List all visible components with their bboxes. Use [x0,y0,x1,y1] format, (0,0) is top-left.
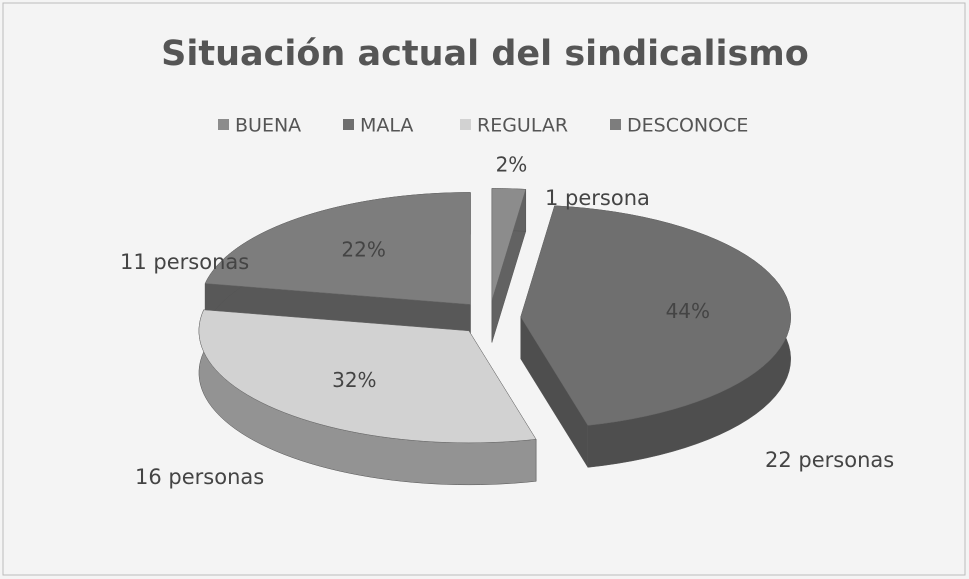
legend-swatch [218,119,229,130]
legend-label: REGULAR [477,115,568,137]
chart-title: Situación actual del sindicalismo [161,34,809,74]
legend-swatch [460,119,471,130]
legend-swatch [343,119,354,130]
slice [520,205,791,426]
annotation: 1 persona [545,186,650,210]
slice [198,309,537,444]
value-label: 2% [496,152,528,176]
value-label: 44% [666,299,710,323]
legend-label: DESCONOCE [627,115,748,137]
slice [491,188,527,301]
value-label: 32% [332,368,376,392]
slice [204,192,471,305]
annotation: 16 personas [135,465,265,489]
legend-swatch [610,119,621,130]
legend-label: MALA [360,115,413,137]
annotation: 11 personas [120,250,250,274]
annotation: 22 personas [765,448,895,472]
value-label: 22% [341,237,385,261]
legend-label: BUENA [235,115,301,137]
